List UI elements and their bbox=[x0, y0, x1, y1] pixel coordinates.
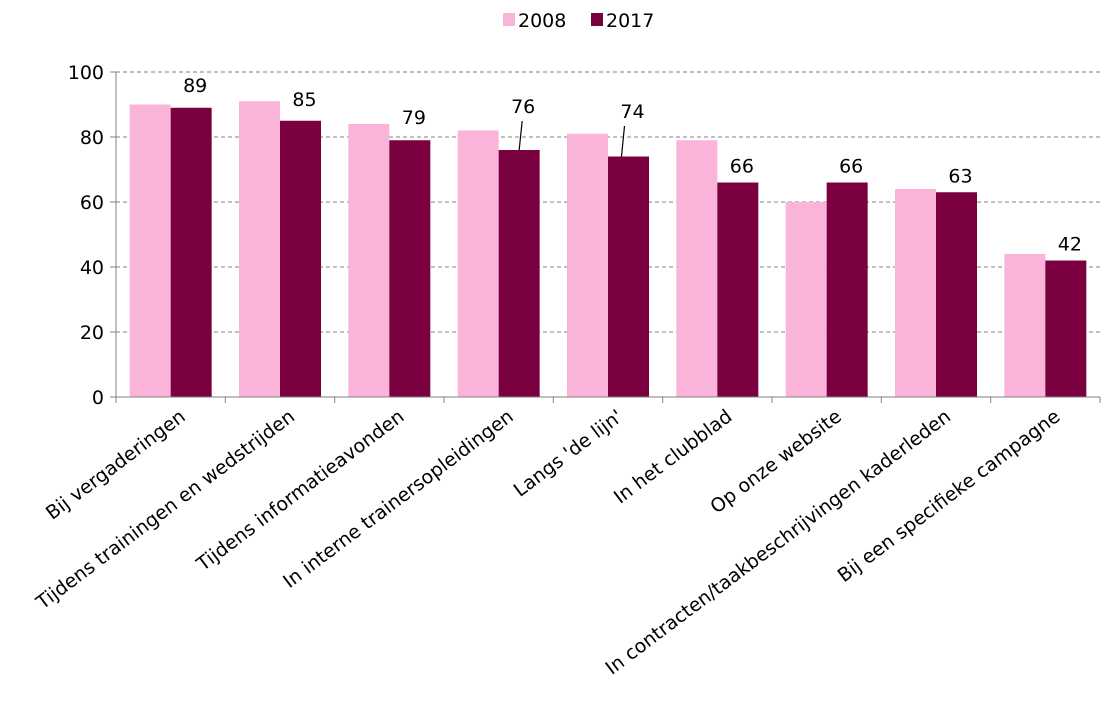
bar-2017 bbox=[936, 192, 977, 397]
data-label: 85 bbox=[292, 89, 316, 111]
x-category-label: In interne trainersopleidingen bbox=[279, 405, 518, 592]
y-axis: 0 20 40 60 80 100 bbox=[68, 62, 117, 409]
y-tick-label: 20 bbox=[80, 322, 104, 344]
x-category-label: Bij een specifieke campagne bbox=[834, 405, 1065, 586]
bar-2017 bbox=[826, 182, 868, 397]
y-tick-label: 60 bbox=[80, 192, 104, 214]
legend: 2008 2017 bbox=[503, 10, 654, 32]
legend-label: 2008 bbox=[518, 10, 566, 32]
bar-2017 bbox=[280, 120, 321, 397]
bar-2008 bbox=[239, 101, 280, 397]
leader-line bbox=[518, 120, 523, 151]
bar-2008 bbox=[1004, 254, 1046, 397]
bar-2017 bbox=[717, 182, 759, 397]
bars bbox=[129, 101, 1087, 397]
bar-2017 bbox=[608, 156, 649, 397]
data-label: 66 bbox=[839, 156, 863, 178]
y-tick-label: 80 bbox=[80, 127, 104, 149]
x-category-label: Langs 'de lijn' bbox=[510, 405, 627, 501]
legend-label: 2017 bbox=[606, 10, 654, 32]
legend-swatch bbox=[503, 13, 515, 26]
data-label: 89 bbox=[183, 75, 207, 97]
bar-2017 bbox=[389, 140, 431, 397]
bar-2008 bbox=[567, 133, 608, 397]
y-tick-label: 100 bbox=[68, 62, 104, 84]
data-label: 74 bbox=[620, 101, 644, 123]
legend-swatch bbox=[591, 13, 603, 26]
bar-2008 bbox=[895, 189, 936, 397]
data-label: 79 bbox=[402, 107, 426, 129]
leader-line bbox=[620, 125, 626, 157]
bar-2017 bbox=[498, 150, 540, 397]
x-category-label: Tijdens informatieavonden bbox=[192, 405, 408, 576]
bar-2008 bbox=[129, 104, 171, 397]
bar-2008 bbox=[676, 140, 718, 397]
data-label: 42 bbox=[1058, 234, 1082, 256]
data-label: 66 bbox=[730, 156, 754, 178]
bar-2008 bbox=[348, 124, 390, 397]
y-tick-label: 40 bbox=[80, 257, 104, 279]
bar-2008 bbox=[785, 202, 827, 397]
data-label: 63 bbox=[948, 165, 972, 187]
data-label: 76 bbox=[511, 96, 535, 118]
y-tick-label: 0 bbox=[92, 387, 104, 409]
bar-2017 bbox=[170, 107, 212, 397]
data-labels: 89 85 79 76 74 66 66 63 42 bbox=[183, 75, 1082, 256]
bar-2017 bbox=[1045, 260, 1087, 397]
bar-2008 bbox=[457, 130, 499, 397]
